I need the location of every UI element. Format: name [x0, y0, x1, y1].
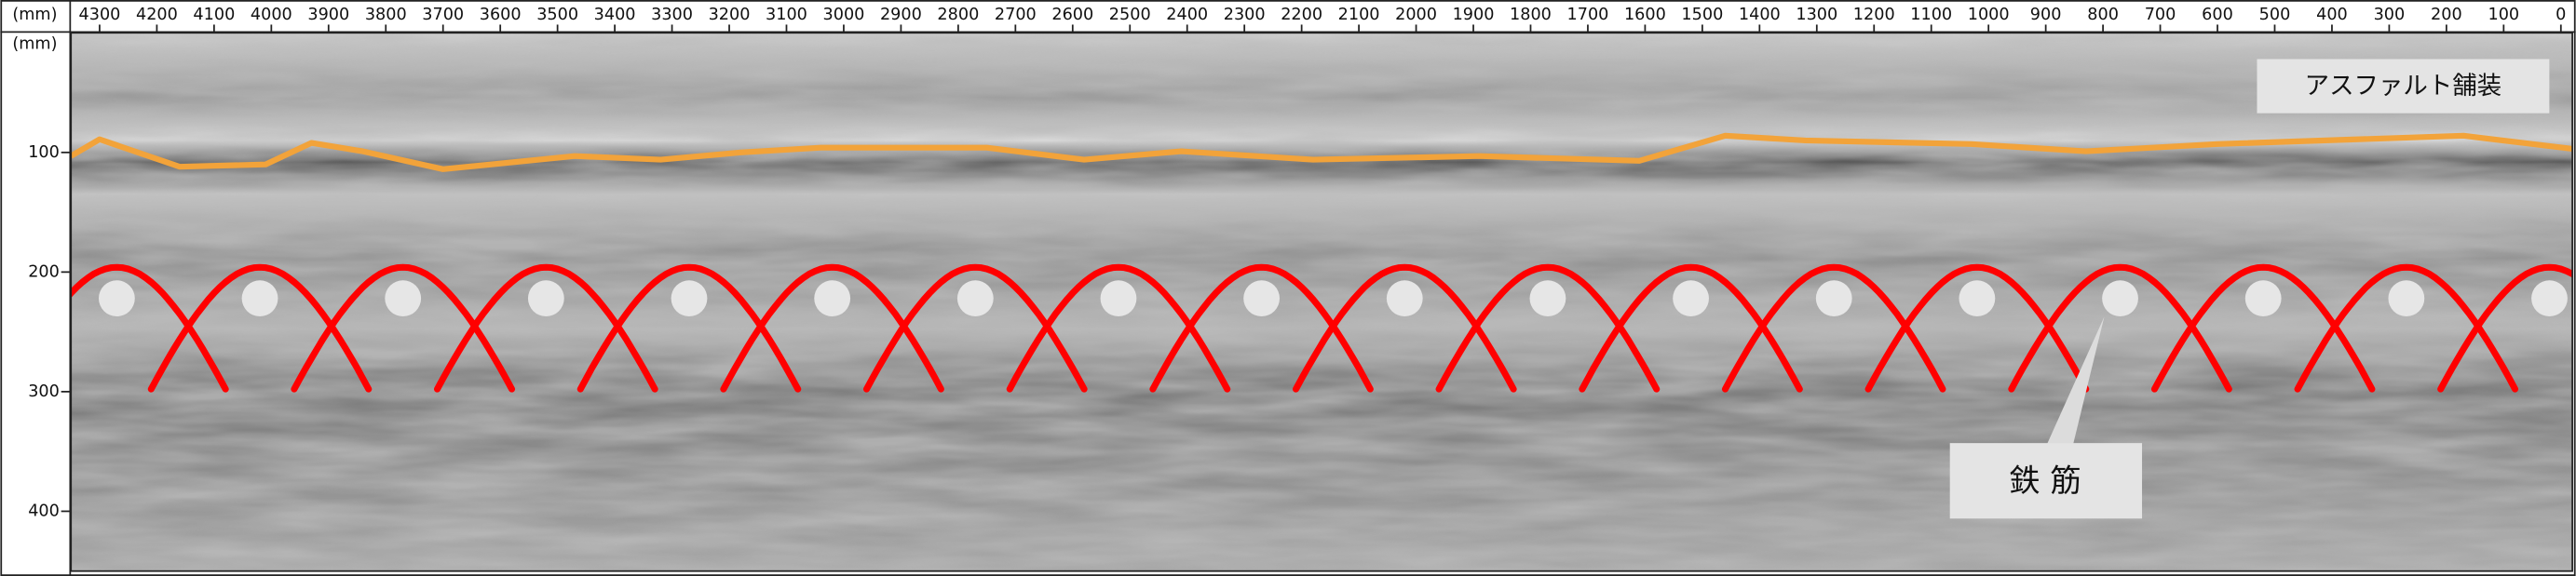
x-tick-label: 3000: [823, 6, 865, 24]
x-tick-label: 3500: [536, 6, 578, 24]
rebar-point: [1959, 280, 1996, 317]
rebar-label: 鉄 筋: [2009, 462, 2081, 499]
x-tick-label: 3600: [480, 6, 522, 24]
x-tick-label: 1600: [1624, 6, 1666, 24]
x-tick-label: 800: [2087, 6, 2119, 24]
x-tick-label: 700: [2145, 6, 2176, 24]
rebar-point: [671, 280, 708, 317]
rebar-point: [2244, 280, 2282, 317]
x-tick-label: 1700: [1567, 6, 1609, 24]
plot-layer: [71, 132, 2573, 393]
rebar-point: [1243, 280, 1281, 317]
x-tick-label: 1200: [1853, 6, 1895, 24]
rebar-point: [1100, 280, 1137, 317]
x-tick-label: 4000: [251, 6, 292, 24]
rebar-point: [98, 280, 135, 317]
x-tick-label: 500: [2259, 6, 2291, 24]
x-tick-label: 4100: [193, 6, 235, 24]
rebar-point: [814, 280, 851, 317]
asphalt-line: [71, 132, 2573, 172]
x-tick-label: 3100: [766, 6, 807, 24]
rebar-point: [2102, 280, 2138, 317]
x-tick-label: 900: [2030, 6, 2062, 24]
y-tick-label: 300: [28, 382, 60, 401]
label-box: [1949, 443, 2143, 519]
x-tick-label: 2100: [1338, 6, 1380, 24]
x-tick-label: 2200: [1281, 6, 1322, 24]
scan-noise: [71, 33, 2573, 571]
x-tick-label: 3800: [365, 6, 407, 24]
x-tick-label: 2700: [995, 6, 1037, 24]
rebar-point: [1529, 280, 1566, 317]
rebar-point: [241, 280, 278, 317]
x-tick-label: 2500: [1109, 6, 1151, 24]
rebar-point: [2531, 280, 2568, 317]
x-tick-label: 3700: [422, 6, 464, 24]
x-tick-label: 1900: [1453, 6, 1495, 24]
x-tick-label: 1100: [1910, 6, 1952, 24]
x-tick-label: 4300: [79, 6, 121, 24]
x-tick-label: 1500: [1681, 6, 1723, 24]
asphalt-label: アスファルト舗装: [2305, 72, 2502, 100]
x-tick-label: 3900: [307, 6, 349, 24]
x-tick-label: 1300: [1796, 6, 1837, 24]
x-tick-label: 2400: [1166, 6, 1208, 24]
x-tick-label: 1400: [1739, 6, 1781, 24]
y-unit-label: (mm): [12, 35, 57, 54]
x-tick-label: 600: [2202, 6, 2233, 24]
x-unit-label: (mm): [12, 6, 57, 24]
rebar-point: [1815, 280, 1852, 317]
x-tick-label: 4200: [136, 6, 178, 24]
x-tick-label: 100: [2488, 6, 2520, 24]
x-tick-label: 3200: [709, 6, 751, 24]
rebar-point: [385, 280, 422, 317]
x-tick-label: 1000: [1968, 6, 2010, 24]
scan-image: [71, 33, 2573, 571]
x-tick-label: 1800: [1510, 6, 1552, 24]
reflection-arc: [2437, 263, 2573, 393]
rebar-point: [527, 280, 564, 317]
rebar-point: [956, 280, 994, 317]
label-box: [2257, 59, 2550, 114]
x-tick-label: 2300: [1224, 6, 1266, 24]
rebar-point: [2388, 280, 2425, 317]
x-tick-label: 300: [2374, 6, 2406, 24]
x-tick-label: 2600: [1051, 6, 1093, 24]
x-tick-label: 2000: [1395, 6, 1437, 24]
x-tick-label: 0: [2556, 6, 2566, 24]
x-tick-label: 2900: [880, 6, 922, 24]
y-tick-label: 400: [28, 502, 60, 520]
x-tick-label: 2800: [937, 6, 979, 24]
rebar-point: [1386, 280, 1423, 317]
x-tick-label: 400: [2316, 6, 2348, 24]
y-tick-label: 200: [28, 262, 60, 281]
x-tick-label: 3400: [594, 6, 636, 24]
y-tick-label: 100: [28, 143, 60, 162]
x-tick-label: 200: [2431, 6, 2462, 24]
x-tick-label: 3300: [651, 6, 693, 24]
rebar-point: [1673, 280, 1709, 317]
